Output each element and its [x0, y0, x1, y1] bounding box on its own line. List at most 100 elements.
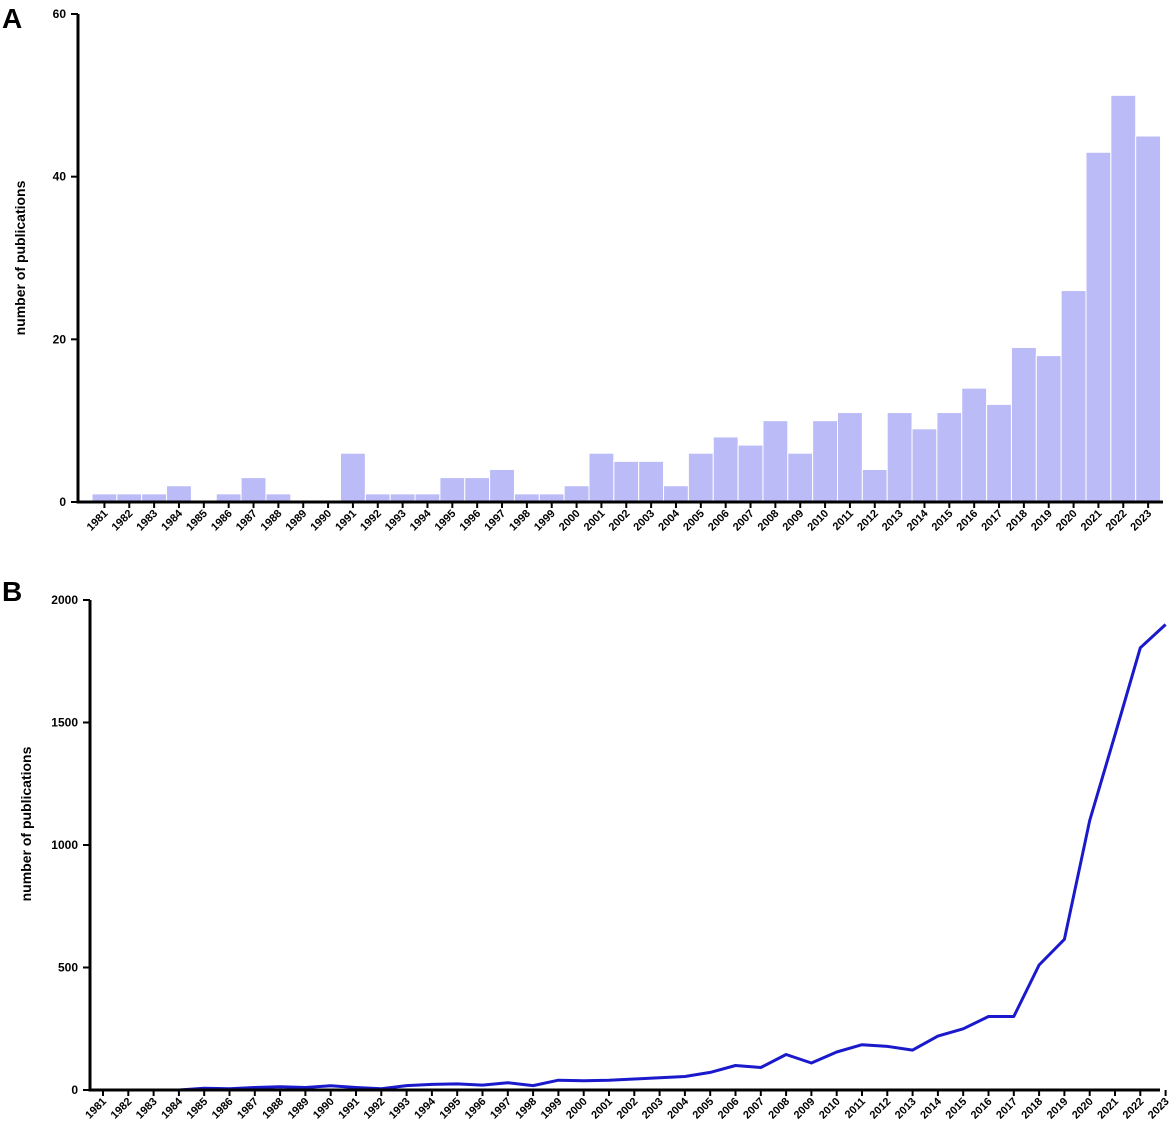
x-tick-label: 1991 [333, 508, 359, 534]
x-tick-label: 2006 [716, 1096, 742, 1122]
x-tick-label: 1986 [210, 1096, 236, 1122]
x-tick-label: 2002 [607, 508, 633, 534]
panel-b-line-chart: B number of publications 0 500 1000 1500 200… [2, 576, 1169, 1121]
x-tick-label: 1994 [412, 1095, 438, 1121]
x-tick-label: 2021 [1079, 508, 1105, 534]
x-tick-label: 1998 [513, 1096, 539, 1122]
x-tick-label: 2022 [1104, 508, 1130, 534]
x-tick-label: 2003 [640, 1096, 666, 1122]
x-tick-label: 2018 [1019, 1096, 1045, 1122]
panel-b-y-axis-label: number of publications [18, 746, 34, 901]
x-tick-label: 2007 [741, 1096, 767, 1122]
bar-1991 [340, 452, 366, 503]
x-tick-label: 2019 [1029, 508, 1055, 534]
x-tick-label: 1999 [532, 508, 558, 534]
bar-2020 [1060, 290, 1087, 503]
panel-b-axes [88, 600, 1160, 1092]
x-tick-label: 2016 [954, 508, 980, 534]
x-tick-label: 1988 [260, 1096, 286, 1122]
x-tick-label: 1992 [358, 508, 384, 534]
panel-letter-a: A [2, 3, 22, 34]
x-tick-label: 1993 [387, 1096, 413, 1122]
x-tick-label: 2005 [691, 1096, 717, 1122]
x-tick-label: 1987 [234, 508, 260, 534]
x-tick-label: 1994 [408, 507, 434, 533]
bar-2021 [1085, 151, 1112, 503]
x-tick-label: 2004 [665, 1095, 691, 1121]
x-tick-label: 1986 [209, 508, 235, 534]
panel-a-x-ticks: 1981 1982 1983 1984 1985 1986 1987 1988 1989 1990… [85, 502, 1154, 533]
x-tick-label: 1988 [259, 508, 285, 534]
panel-b-y-ticks: 0 500 1000 1500 2000 [51, 593, 90, 1097]
x-tick-label: 1999 [539, 1096, 565, 1122]
x-tick-label: 2012 [855, 508, 881, 534]
x-tick-label: 1983 [134, 1096, 160, 1122]
y-tick-label: 0 [59, 495, 66, 509]
bar-2016 [961, 387, 988, 503]
bar-2015 [936, 412, 963, 503]
x-tick-label: 2018 [1004, 508, 1030, 534]
x-tick-label: 2000 [564, 1096, 590, 1122]
bar-1995 [439, 477, 466, 503]
x-tick-label: 2015 [930, 508, 956, 534]
bar-2010 [812, 420, 839, 503]
x-tick-label: 1996 [463, 1096, 489, 1122]
y-tick-label: 2000 [51, 593, 78, 607]
x-tick-label: 1981 [85, 508, 111, 534]
panel-letter-b: B [2, 576, 22, 607]
bar-1997 [489, 468, 515, 503]
x-tick-label: 2014 [905, 507, 931, 533]
x-tick-label: 1983 [134, 508, 160, 534]
x-tick-label: 2012 [868, 1096, 894, 1122]
panel-a-y-ticks: 0 20 40 60 [53, 7, 78, 509]
bar-1987 [240, 477, 267, 503]
bar-2017 [986, 403, 1012, 503]
x-tick-label: 2008 [766, 1096, 792, 1122]
panel-a-bars [91, 94, 1162, 503]
bar-2005 [687, 452, 714, 503]
y-tick-label: 40 [53, 170, 67, 184]
x-tick-label: 2014 [918, 1095, 944, 1121]
x-tick-label: 1990 [308, 508, 334, 534]
bar-2013 [886, 412, 913, 503]
x-tick-label: 2008 [756, 508, 782, 534]
x-tick-label: 1985 [185, 1096, 211, 1122]
x-tick-label: 2017 [979, 508, 1005, 534]
bar-2019 [1035, 355, 1062, 503]
x-tick-label: 2010 [817, 1096, 843, 1122]
x-tick-label: 2019 [1045, 1096, 1071, 1122]
x-tick-label: 1995 [438, 1096, 464, 1122]
x-tick-label: 1984 [159, 507, 185, 533]
x-tick-label: 1992 [362, 1096, 388, 1122]
bar-2000 [563, 485, 590, 503]
x-tick-label: 2011 [843, 1096, 868, 1121]
bar-2007 [737, 444, 764, 503]
x-tick-label: 1989 [284, 508, 310, 534]
x-tick-label: 2005 [681, 508, 707, 534]
x-tick-label: 2023 [1128, 508, 1154, 534]
x-tick-label: 1996 [457, 508, 483, 534]
x-tick-label: 2020 [1054, 508, 1080, 534]
bar-2011 [837, 412, 863, 503]
x-tick-label: 2002 [615, 1096, 641, 1122]
x-tick-label: 2001 [589, 1096, 615, 1122]
x-tick-label: 1991 [336, 1096, 362, 1122]
x-tick-label: 2015 [944, 1096, 970, 1122]
bar-2006 [712, 436, 739, 503]
x-tick-label: 2020 [1070, 1096, 1096, 1122]
x-tick-label: 2022 [1121, 1096, 1147, 1122]
bar-2012 [861, 468, 888, 503]
x-tick-label: 2013 [880, 508, 906, 534]
x-tick-label: 2011 [831, 508, 856, 533]
bar-2014 [911, 428, 938, 503]
bar-2022 [1110, 94, 1137, 503]
x-tick-label: 2023 [1146, 1096, 1169, 1122]
panel-a-y-axis-label: number of publications [12, 180, 28, 335]
bar-1984 [166, 485, 192, 503]
x-tick-label: 2016 [969, 1096, 995, 1122]
x-tick-label: 2000 [557, 508, 583, 534]
x-tick-label: 1997 [488, 1096, 514, 1122]
x-tick-label: 1997 [482, 508, 508, 534]
